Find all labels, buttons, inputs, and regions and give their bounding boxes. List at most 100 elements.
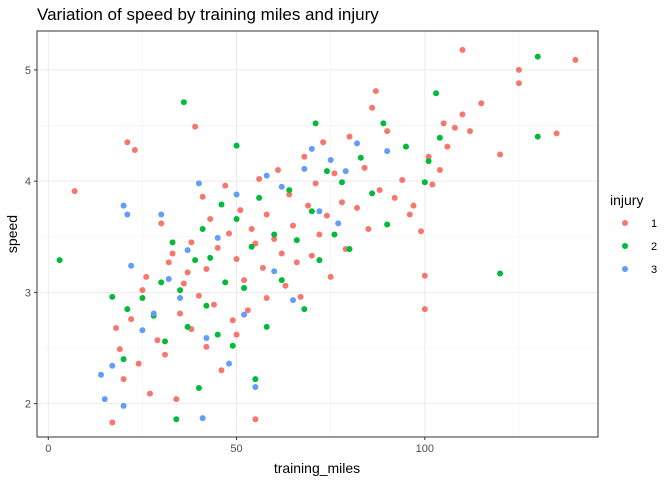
point-injury-1 — [338, 199, 345, 206]
point-injury-2 — [177, 287, 184, 294]
point-injury-1 — [203, 266, 210, 273]
point-injury-2 — [195, 385, 202, 392]
legend-key-1 — [622, 220, 628, 226]
point-injury-3 — [184, 247, 191, 254]
point-injury-1 — [188, 239, 195, 246]
point-injury-1 — [301, 153, 308, 160]
point-injury-1 — [316, 231, 323, 238]
data-points — [56, 46, 579, 426]
point-injury-3 — [158, 211, 165, 218]
point-injury-1 — [259, 264, 266, 271]
point-injury-2 — [534, 53, 541, 60]
point-injury-3 — [150, 310, 157, 317]
point-injury-1 — [109, 419, 116, 426]
point-injury-1 — [158, 220, 165, 227]
point-injury-1 — [391, 194, 398, 201]
x-tick-label: 100 — [416, 443, 434, 455]
y-tick-label: 3 — [25, 287, 31, 299]
point-injury-2 — [233, 215, 240, 222]
point-injury-2 — [380, 120, 387, 127]
point-injury-2 — [421, 179, 428, 186]
point-injury-1 — [372, 88, 379, 95]
legend-label-1: 1 — [651, 218, 657, 230]
point-injury-1 — [425, 153, 432, 160]
point-injury-1 — [399, 177, 406, 184]
point-injury-2 — [207, 254, 214, 261]
point-injury-2 — [169, 239, 176, 246]
point-injury-1 — [421, 306, 428, 313]
point-injury-2 — [331, 231, 338, 238]
x-tick-label: 0 — [45, 443, 51, 455]
point-injury-3 — [165, 276, 172, 283]
point-injury-3 — [384, 148, 391, 155]
point-injury-2 — [369, 190, 376, 197]
point-injury-3 — [335, 220, 342, 227]
point-injury-2 — [308, 208, 315, 215]
point-injury-1 — [244, 307, 251, 314]
point-injury-1 — [466, 128, 473, 135]
point-injury-1 — [320, 139, 327, 146]
point-injury-2 — [222, 279, 229, 286]
point-injury-1 — [165, 259, 172, 266]
point-injury-3 — [128, 262, 135, 269]
point-injury-2 — [286, 187, 293, 194]
point-injury-1 — [143, 273, 150, 280]
point-injury-3 — [203, 335, 210, 342]
point-injury-2 — [203, 302, 210, 309]
point-injury-1 — [572, 56, 579, 63]
point-injury-1 — [478, 100, 485, 107]
point-injury-1 — [113, 324, 120, 331]
point-injury-2 — [229, 342, 236, 349]
point-injury-1 — [135, 360, 142, 367]
point-injury-1 — [410, 202, 417, 209]
legend-title: injury — [610, 192, 643, 208]
point-injury-1 — [207, 215, 214, 222]
point-injury-1 — [312, 180, 319, 187]
point-injury-1 — [116, 346, 123, 353]
point-injury-1 — [173, 396, 180, 403]
point-injury-1 — [418, 228, 425, 235]
y-tick-label: 5 — [25, 65, 31, 77]
point-injury-1 — [214, 244, 221, 251]
y-tick-label: 4 — [25, 176, 31, 188]
point-injury-2 — [214, 331, 221, 338]
point-injury-2 — [497, 270, 504, 277]
point-injury-2 — [271, 231, 278, 238]
point-injury-2 — [433, 90, 440, 97]
point-injury-2 — [256, 194, 263, 201]
point-injury-1 — [354, 204, 361, 211]
point-injury-1 — [263, 211, 270, 218]
y-axis-title: speed — [4, 215, 20, 253]
y-tick-label: 2 — [25, 399, 31, 411]
point-injury-2 — [357, 154, 364, 161]
x-axis: 0 50 100 — [45, 437, 434, 455]
point-injury-3 — [354, 140, 361, 147]
point-injury-3 — [278, 183, 285, 190]
point-injury-1 — [444, 143, 451, 150]
point-injury-2 — [218, 201, 225, 208]
point-injury-1 — [184, 269, 191, 276]
point-injury-1 — [177, 310, 184, 317]
point-injury-2 — [109, 293, 116, 300]
point-injury-2 — [158, 279, 165, 286]
point-injury-2 — [436, 134, 443, 141]
point-injury-3 — [120, 202, 127, 209]
point-injury-2 — [323, 168, 330, 175]
point-injury-2 — [173, 416, 180, 423]
point-injury-3 — [98, 371, 105, 378]
point-injury-3 — [233, 191, 240, 198]
point-injury-2 — [199, 225, 206, 232]
point-injury-1 — [346, 133, 353, 140]
point-injury-1 — [233, 331, 240, 338]
point-injury-1 — [376, 187, 383, 194]
point-injury-2 — [124, 306, 131, 313]
point-injury-3 — [199, 415, 206, 422]
point-injury-1 — [305, 202, 312, 209]
point-injury-1 — [271, 236, 278, 243]
point-injury-2 — [301, 306, 308, 313]
point-injury-1 — [406, 211, 413, 218]
point-injury-1 — [195, 292, 202, 299]
point-injury-1 — [429, 181, 436, 188]
point-injury-1 — [120, 376, 127, 383]
point-injury-2 — [248, 243, 255, 250]
